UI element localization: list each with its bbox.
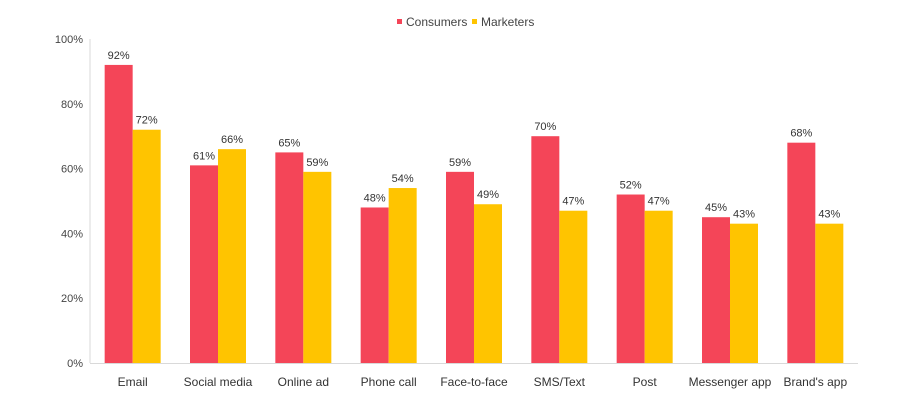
x-tick-label-online-ad: Online ad — [278, 375, 329, 389]
bars: 92% 72% 61% 66% 65% 59% 48% 54% 59% 49% 70% 47% 52% 4… — [104, 50, 844, 364]
x-tick-label-messenger-app: Messenger app — [689, 375, 772, 389]
legend: Consumers Marketers — [397, 15, 534, 29]
data-label-marketers-face-to-face: 49% — [477, 189, 499, 201]
y-tick-label: 0% — [67, 358, 83, 370]
x-tick-label-sms-text: SMS/Text — [534, 375, 586, 389]
data-label-marketers-email: 72% — [136, 115, 158, 127]
bar-consumers-brand-s-app — [787, 142, 816, 363]
y-tick-label: 20% — [61, 293, 83, 305]
data-label-consumers-post: 52% — [620, 180, 642, 192]
bar-marketers-face-to-face — [474, 204, 502, 363]
bar-consumers-face-to-face — [446, 171, 474, 363]
data-label-consumers-social-media: 61% — [193, 150, 215, 162]
bar-consumers-social-media — [190, 165, 218, 363]
data-label-consumers-phone-call: 48% — [364, 192, 386, 204]
y-axis: 0% 20% 40% 60% 80% 100% — [55, 34, 91, 370]
bar-marketers-brand-s-app — [815, 223, 844, 363]
bar-marketers-social-media — [218, 149, 246, 363]
bar-consumers-messenger-app — [702, 217, 730, 363]
y-tick-label: 100% — [55, 34, 83, 46]
y-tick-label: 60% — [61, 164, 83, 176]
data-label-consumers-email: 92% — [108, 50, 130, 62]
bar-marketers-phone-call — [388, 188, 417, 363]
data-label-consumers-online-ad: 65% — [278, 137, 300, 149]
data-label-marketers-brand-s-app: 43% — [818, 209, 840, 221]
data-label-marketers-messenger-app: 43% — [733, 209, 755, 221]
bar-marketers-online-ad — [303, 171, 332, 363]
y-tick-label: 80% — [61, 99, 83, 111]
bar-consumers-phone-call — [360, 207, 389, 363]
data-label-consumers-sms-text: 70% — [534, 121, 556, 133]
data-label-marketers-phone-call: 54% — [392, 173, 414, 185]
bar-consumers-sms-text — [531, 136, 560, 363]
bar-marketers-post — [644, 210, 673, 363]
data-label-marketers-online-ad: 59% — [306, 157, 328, 169]
data-label-consumers-brand-s-app: 68% — [790, 128, 812, 140]
data-label-marketers-sms-text: 47% — [562, 196, 584, 208]
x-tick-label-phone-call: Phone call — [361, 375, 417, 389]
data-label-consumers-messenger-app: 45% — [705, 202, 727, 214]
data-label-marketers-post: 47% — [648, 196, 670, 208]
x-axis: Email Social media Online ad Phone call Face… — [90, 363, 858, 389]
bar-consumers-post — [616, 194, 645, 363]
legend-label-marketers: Marketers — [481, 15, 534, 29]
bar-marketers-sms-text — [559, 210, 588, 363]
bar-marketers-messenger-app — [730, 223, 758, 363]
x-tick-label-face-to-face: Face-to-face — [440, 375, 508, 389]
legend-swatch-marketers — [472, 19, 477, 24]
bar-consumers-email — [104, 64, 133, 364]
data-label-marketers-social-media: 66% — [221, 134, 243, 146]
x-tick-label-social-media: Social media — [184, 375, 253, 389]
x-tick-label-post: Post — [633, 375, 658, 389]
data-label-consumers-face-to-face: 59% — [449, 157, 471, 169]
legend-label-consumers: Consumers — [406, 15, 467, 29]
x-tick-label-email: Email — [118, 375, 148, 389]
y-tick-label: 40% — [61, 228, 83, 240]
bar-marketers-email — [132, 129, 161, 363]
legend-swatch-consumers — [397, 19, 402, 24]
x-tick-label-brand-s-app: Brand's app — [783, 375, 847, 389]
bar-consumers-online-ad — [275, 152, 304, 363]
